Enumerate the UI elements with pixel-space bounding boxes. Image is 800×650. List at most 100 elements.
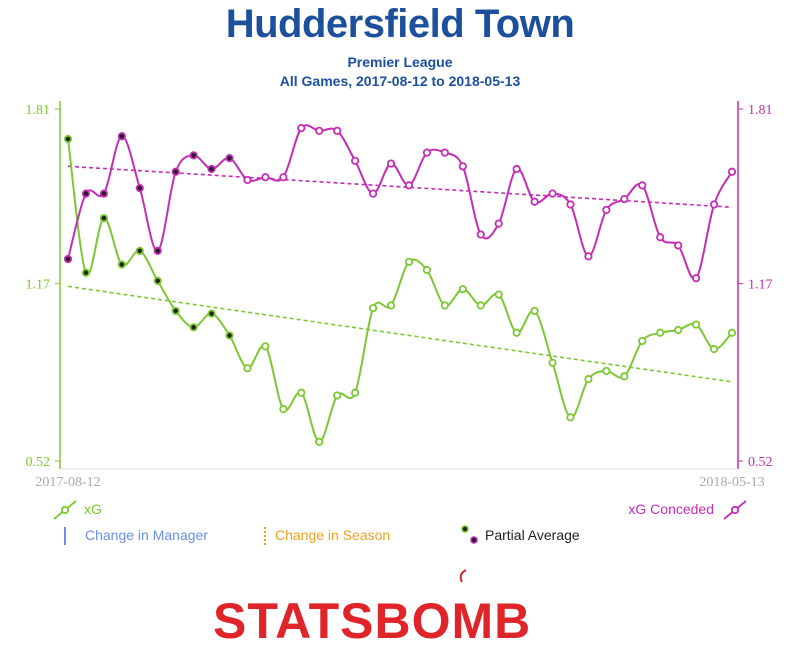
- xg-conceded-point-7: [189, 151, 198, 160]
- xg-point-4: [135, 246, 144, 255]
- statsbomb-logo: STATSBOMB: [213, 593, 532, 649]
- legend-xg-conceded-icon-point: [730, 505, 740, 515]
- xg-point-22: [458, 284, 467, 294]
- xg-conceded-trend-line: [67, 165, 733, 209]
- competition-subtitle: Premier League: [347, 54, 453, 70]
- x-end-label: 2018-05-13: [699, 475, 764, 490]
- xg-conceded-point-4: [135, 184, 144, 193]
- xg-conceded-point-3: [117, 132, 126, 141]
- xg-conceded-point-11: [261, 173, 270, 182]
- right-y-tick-label-0: 0.52: [748, 455, 773, 470]
- xg-point-31: [620, 372, 629, 381]
- xg-line: [67, 138, 733, 443]
- xg-point-27: [548, 358, 557, 367]
- left-y-tick-label-1: 1.17: [26, 278, 51, 293]
- left-y-tick-label-2: 1.81: [26, 103, 51, 118]
- xg-point-23: [476, 301, 485, 310]
- xg-point-10: [243, 364, 252, 373]
- xg-conceded-point-37: [727, 167, 737, 176]
- xg-conceded-point-25: [512, 164, 521, 174]
- xg-point-28: [566, 413, 575, 422]
- xg-point-16: [351, 388, 360, 397]
- series-points: [63, 124, 737, 446]
- xg-point-9: [225, 331, 234, 340]
- xg-point-18: [386, 301, 396, 310]
- xg-conceded-point-36: [709, 200, 719, 209]
- xg-point-36: [709, 345, 719, 354]
- legend-partial-average-label: Partial Average: [485, 527, 580, 543]
- xg-point-12: [279, 405, 288, 414]
- legend-manager-change-label: Change in Manager: [85, 527, 208, 543]
- xg-point-21: [440, 301, 449, 310]
- legend-icons: [53, 500, 747, 583]
- xg-point-20: [422, 265, 432, 275]
- xg-conceded-point-0: [63, 254, 73, 264]
- xg-point-6: [171, 306, 180, 316]
- xg-conceded-point-13: [297, 124, 306, 133]
- legend-partial-xg-icon: [461, 525, 469, 533]
- xg-point-24: [494, 290, 503, 299]
- xg-conceded-point-2: [99, 189, 108, 198]
- xg-point-14: [315, 437, 324, 446]
- xg-point-8: [207, 309, 216, 318]
- xg-conceded-point-1: [81, 189, 91, 198]
- xg-conceded-point-34: [674, 241, 683, 250]
- xg-conceded-point-30: [602, 205, 611, 215]
- xg-trend-line: [67, 285, 733, 383]
- right-y-tick-label-1: 1.17: [748, 278, 773, 293]
- xg-point-26: [530, 306, 539, 316]
- xg-conceded-point-8: [207, 164, 216, 174]
- xg-conceded-point-32: [638, 181, 647, 190]
- legend-partial-xg-conceded-icon: [470, 536, 478, 544]
- xg-conceded-point-35: [692, 274, 701, 283]
- xg-conceded-point-29: [584, 252, 593, 261]
- xg-point-30: [602, 366, 611, 376]
- legend-xg-icon-point: [60, 505, 70, 515]
- xg-conceded-point-18: [386, 159, 396, 168]
- legend-season-change-label: Change in Season: [275, 527, 391, 543]
- trend-lines: [67, 165, 733, 383]
- xg-conceded-point-19: [404, 181, 414, 190]
- xg-point-17: [368, 304, 378, 313]
- xg-point-25: [512, 328, 521, 337]
- xg-conceded-point-17: [368, 189, 378, 198]
- xg-conceded-line: [67, 124, 733, 281]
- xg-point-2: [99, 214, 108, 223]
- xg-conceded-point-27: [548, 189, 557, 198]
- xg-conceded-point-28: [566, 200, 575, 209]
- xg-conceded-point-6: [171, 167, 180, 176]
- xg-conceded-point-5: [153, 246, 162, 255]
- xg-point-5: [153, 276, 162, 286]
- xg-conceded-point-31: [620, 194, 629, 204]
- xg-conceded-point-15: [333, 126, 342, 135]
- date-range-subtitle: All Games, 2017-08-12 to 2018-05-13: [279, 73, 521, 89]
- xg-point-19: [404, 257, 414, 266]
- xg-conceded-point-12: [279, 173, 288, 182]
- x-start-label: 2017-08-12: [35, 475, 100, 490]
- xg-conceded-point-10: [243, 175, 252, 185]
- xg-point-35: [692, 320, 701, 329]
- xg-point-15: [333, 391, 342, 400]
- xg-point-7: [189, 323, 198, 332]
- chart-title: Huddersfield Town: [225, 2, 575, 46]
- xg-point-29: [584, 375, 593, 384]
- xg-point-32: [638, 336, 647, 346]
- xg-conceded-point-26: [530, 197, 539, 206]
- left-y-tick-label-0: 0.52: [26, 455, 51, 470]
- xg-conceded-point-33: [656, 233, 665, 242]
- xg-point-34: [674, 325, 683, 335]
- chart-axes: 0.52 0.52 1.17 1.17 1.81 1.81 2017-08-12 2018-0…: [26, 101, 773, 490]
- xg-conceded-point-14: [315, 126, 324, 135]
- legend-xg-conceded-label: xG Conceded: [628, 501, 714, 517]
- xg-conceded-point-21: [440, 148, 449, 157]
- xg-point-3: [117, 260, 126, 269]
- logo-fuse: [459, 569, 467, 583]
- xg-conceded-point-24: [494, 219, 503, 228]
- xg-point-33: [656, 328, 665, 337]
- xg-conceded-point-16: [351, 156, 360, 165]
- xg-point-1: [81, 268, 91, 277]
- xg-point-37: [727, 328, 737, 337]
- xg-conceded-point-9: [225, 154, 234, 163]
- xg-conceded-point-23: [476, 230, 485, 239]
